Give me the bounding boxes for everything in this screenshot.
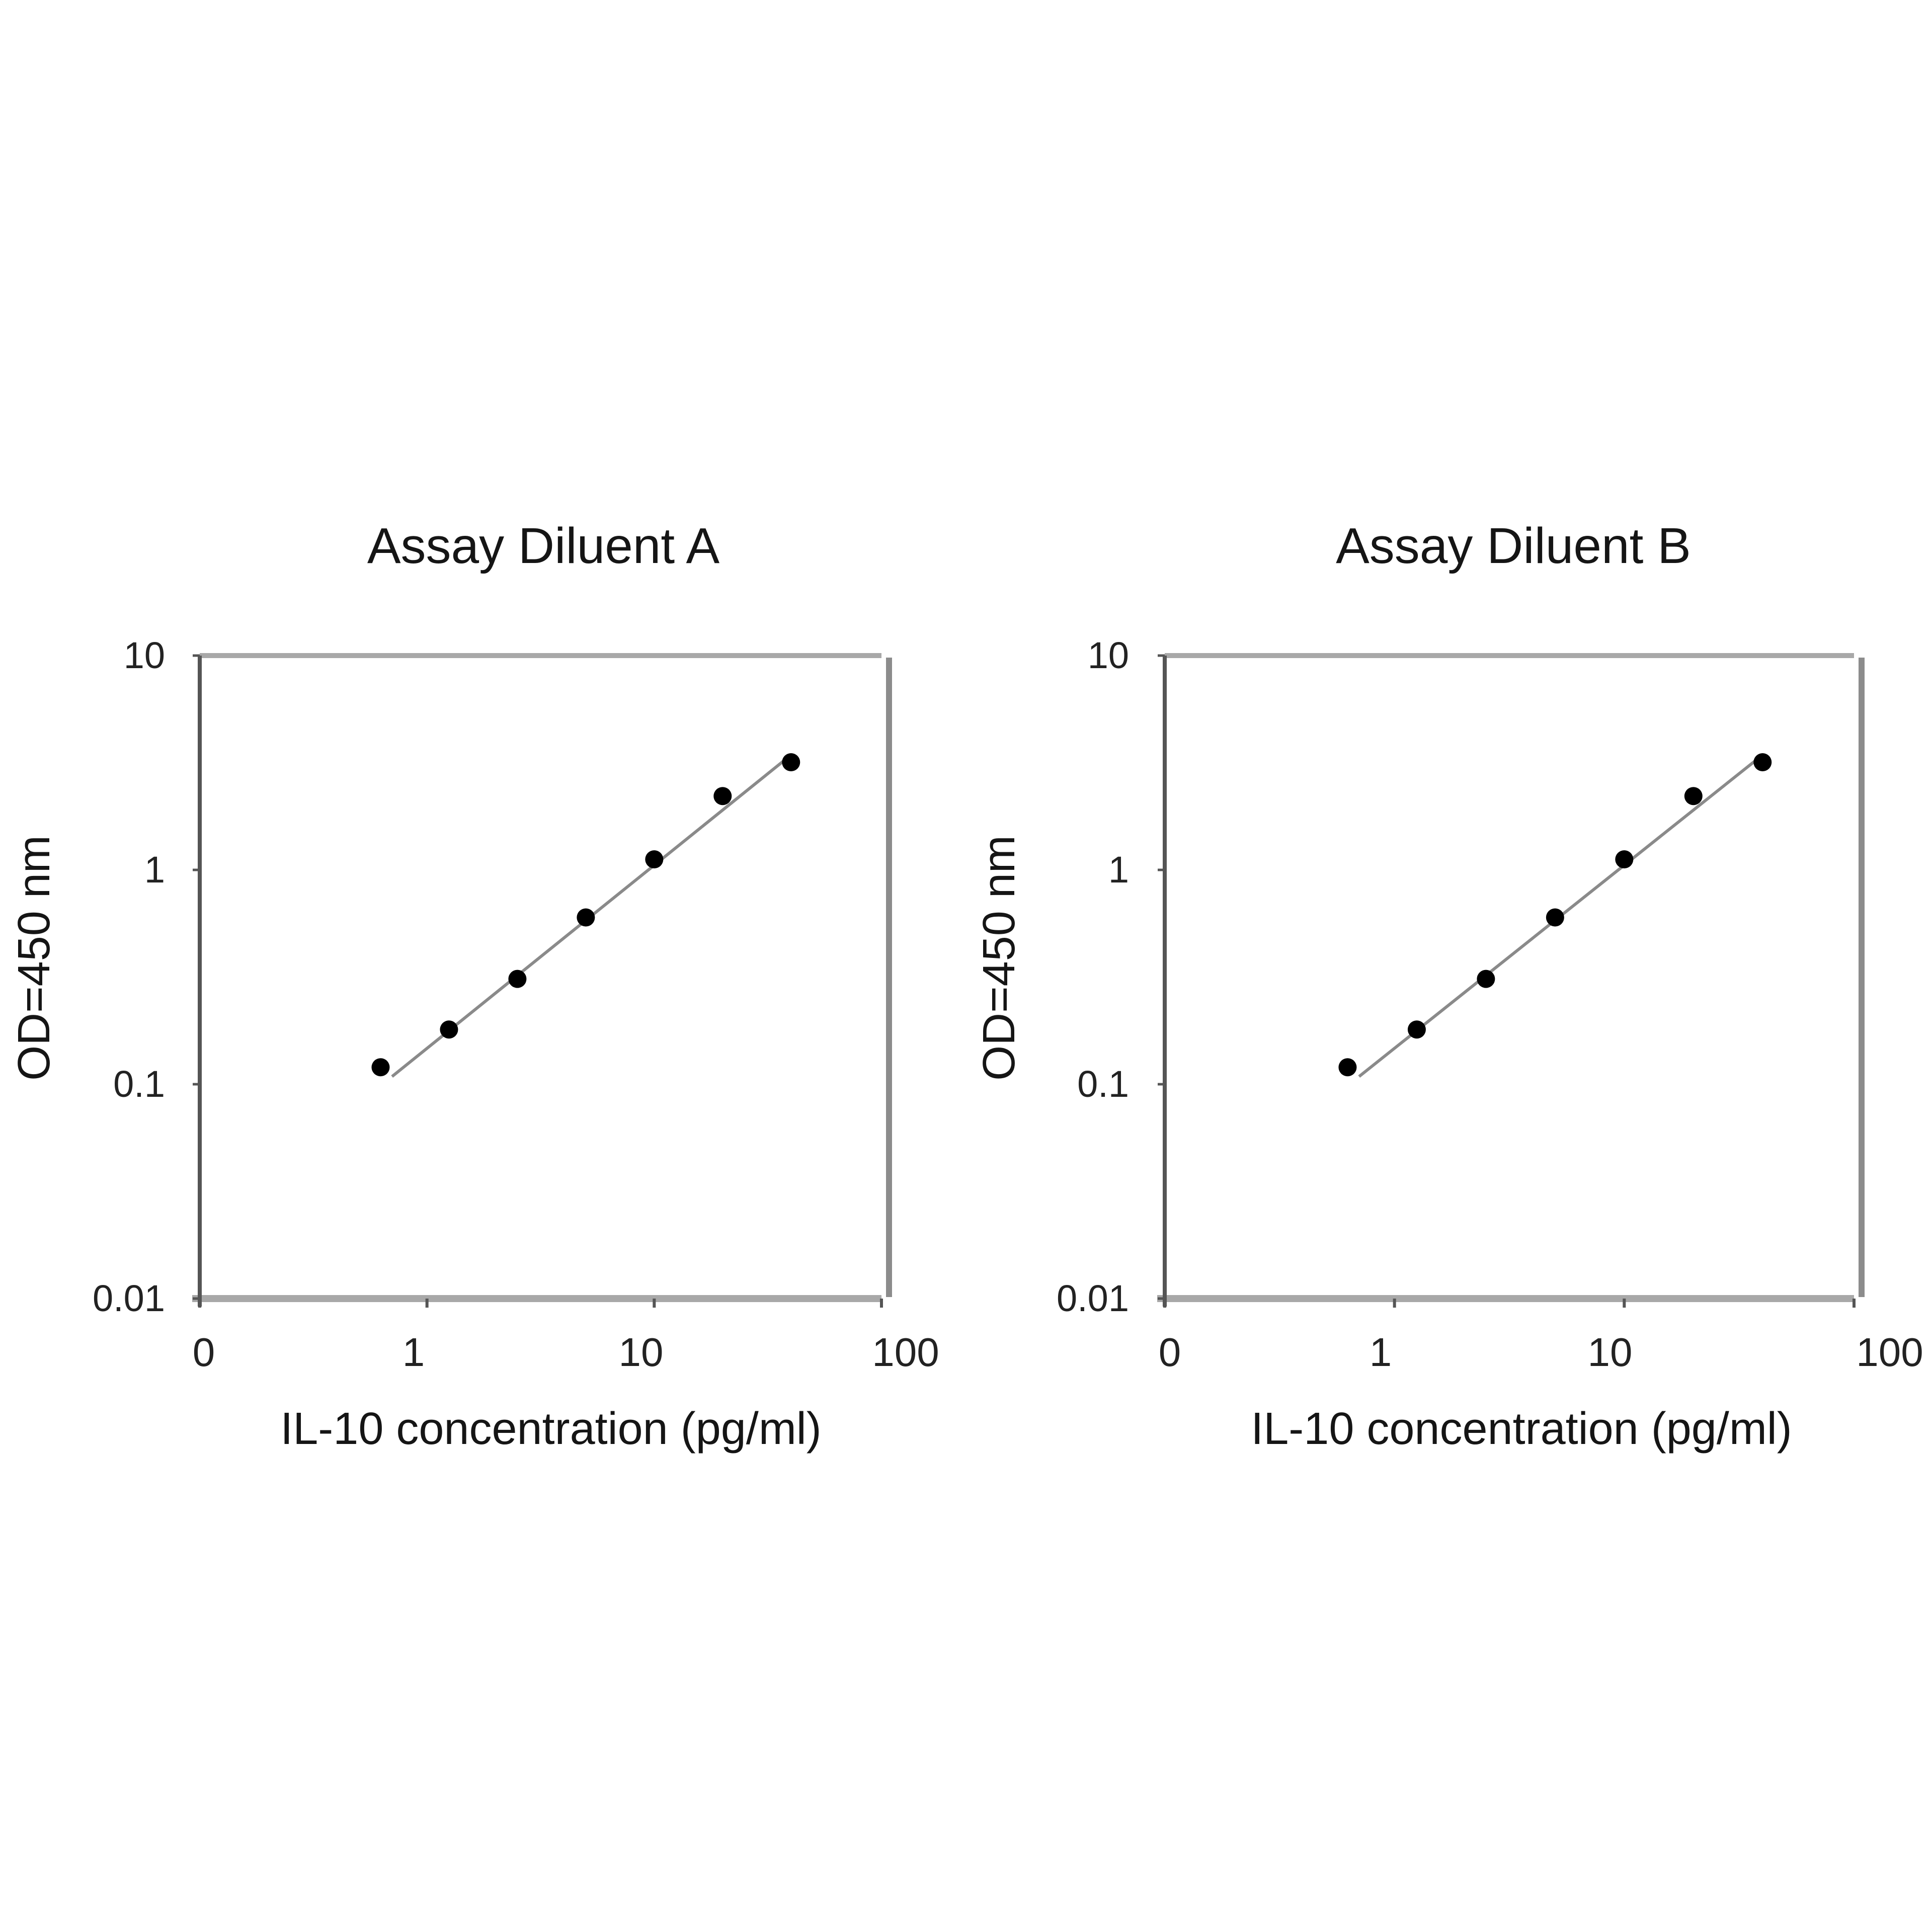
data-point-marker	[713, 787, 732, 806]
data-point-marker	[371, 1058, 390, 1077]
plot-area	[192, 653, 892, 1308]
y-tick-label-0-1: 0.1	[113, 1063, 165, 1105]
x-tick-label-10: 10	[618, 1330, 664, 1375]
y-tick-label-10: 10	[123, 634, 165, 676]
x-tick-label-1: 1	[1369, 1330, 1392, 1375]
chart-title: Assay Diluent B	[1336, 518, 1691, 574]
y-tick-label-0-01: 0.01	[1056, 1277, 1129, 1319]
data-point-marker	[782, 753, 800, 771]
x-tick-label-100: 100	[872, 1330, 939, 1375]
data-point-marker	[645, 850, 664, 869]
data-point-marker	[1338, 1058, 1357, 1077]
y-tick-label-0-1: 0.1	[1077, 1063, 1129, 1105]
data-point-marker	[1407, 1020, 1426, 1039]
y-tick-label-0-01: 0.01	[92, 1277, 165, 1319]
data-point-marker	[1615, 850, 1634, 869]
data-point-marker	[440, 1020, 458, 1039]
y-tick-label-1: 1	[144, 849, 165, 891]
data-point-marker	[1753, 753, 1772, 771]
x-axis-label: IL-10 concentration (pg/ml)	[280, 1404, 822, 1454]
x-tick-label-0: 0	[192, 1330, 215, 1375]
data-point-marker	[577, 908, 595, 927]
plot-area	[1157, 653, 1865, 1308]
x-tick-label-0: 0	[1158, 1330, 1181, 1375]
x-tick-label-1: 1	[402, 1330, 425, 1375]
x-tick-label-10: 10	[1587, 1330, 1633, 1375]
x-tick-label-100: 100	[1856, 1330, 1923, 1375]
panel-assay-diluent-b: Assay Diluent B OD=450 nm 10 1 0.1 0.01 …	[965, 0, 1931, 1932]
panel-assay-diluent-a: Assay Diluent A OD=450 nm 10 1 0.1 0.01 …	[9, 518, 939, 1454]
y-tick-label-10: 10	[1087, 634, 1129, 676]
data-point-marker	[508, 970, 527, 988]
x-axis-label: IL-10 concentration (pg/ml)	[1251, 1404, 1792, 1454]
data-point-marker	[1684, 787, 1703, 806]
chart-title: Assay Diluent A	[367, 518, 720, 574]
data-point-marker	[1477, 970, 1495, 988]
y-tick-label-1: 1	[1108, 849, 1129, 891]
data-point-marker	[1546, 908, 1564, 927]
